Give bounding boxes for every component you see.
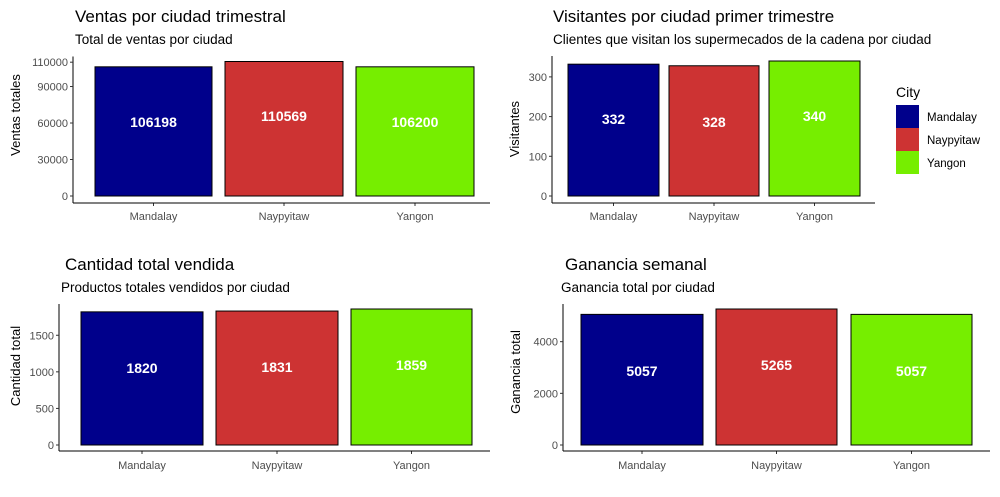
y-tick-label: 90000 <box>37 82 68 94</box>
y-tick-label: 1500 <box>30 330 54 342</box>
y-axis-label: Ventas totales <box>8 74 23 156</box>
data-label: 1859 <box>396 357 427 373</box>
bar-mandalay <box>94 66 213 197</box>
bar-yangon <box>350 308 473 446</box>
data-label: 106200 <box>392 114 439 130</box>
y-tick-label: 0 <box>48 440 54 452</box>
bar-mandalay <box>80 311 204 446</box>
x-tick-label: Yangon <box>396 211 433 223</box>
chart-title: Ganancia semanal <box>565 255 707 274</box>
data-label: 106198 <box>130 114 177 130</box>
legend: City Mandalay Naypyitaw Yangon <box>896 84 981 174</box>
x-tick-label: Mandalay <box>618 460 666 472</box>
chart-title: Visitantes por ciudad primer trimestre <box>553 7 834 26</box>
bar-naypyitaw <box>224 61 344 197</box>
y-tick-label: 200 <box>529 112 547 124</box>
chart-panel-2: Visitantes por ciudad primer trimestre Cl… <box>507 7 931 223</box>
chart-title: Ventas por ciudad trimestral <box>75 7 286 26</box>
y-tick-label: 60000 <box>37 118 68 130</box>
chart-panel-3: Cantidad total vendida Productos totales … <box>8 255 490 472</box>
y-tick-label: 30000 <box>37 155 68 167</box>
bar-naypyitaw <box>715 308 838 446</box>
y-tick-label: 100 <box>529 151 547 163</box>
x-tick-label: Mandalay <box>130 211 178 223</box>
y-tick-label: 500 <box>36 403 54 415</box>
bar-mandalay <box>580 313 704 446</box>
legend-swatch-mandalay <box>896 105 919 128</box>
bar-yangon <box>355 66 475 197</box>
chart-panel-4: Ganancia semanal Ganancia total por ciuda… <box>508 255 990 472</box>
y-tick-label: 0 <box>552 440 558 452</box>
chart-subtitle: Productos totales vendidos por ciudad <box>61 280 290 295</box>
legend-item-label: Yangon <box>927 158 966 170</box>
legend-title: City <box>896 84 920 100</box>
bar-mandalay <box>567 63 660 197</box>
y-tick-label: 0 <box>541 191 547 203</box>
data-label: 5265 <box>761 357 792 373</box>
x-tick-label: Naypyitaw <box>252 460 303 472</box>
x-tick-label: Mandalay <box>590 211 638 223</box>
bar-naypyitaw <box>215 310 339 446</box>
legend-item-label: Naypyitaw <box>927 135 981 147</box>
chart-subtitle: Clientes que visitan los supermecados de… <box>553 32 931 47</box>
chart-panel-1: Ventas por ciudad trimestral Total de ven… <box>8 7 490 223</box>
legend-swatch-yangon <box>896 151 919 174</box>
data-label: 340 <box>803 108 827 124</box>
x-tick-label: Mandalay <box>118 460 166 472</box>
chart-subtitle: Ganancia total por ciudad <box>561 280 715 295</box>
bar-yangon <box>768 60 861 197</box>
data-label: 1831 <box>261 359 292 375</box>
chart-title: Cantidad total vendida <box>65 255 235 274</box>
x-tick-label: Yangon <box>893 460 930 472</box>
bar-naypyitaw <box>668 65 760 197</box>
legend-swatch-naypyitaw <box>896 128 919 151</box>
data-label: 1820 <box>126 360 157 376</box>
y-tick-label: 1000 <box>30 367 54 379</box>
y-tick-label: 2000 <box>534 388 558 400</box>
data-label: 5057 <box>626 363 657 379</box>
x-tick-label: Yangon <box>393 460 430 472</box>
y-tick-label: 0 <box>62 191 68 203</box>
y-tick-label: 4000 <box>534 337 558 349</box>
chart-subtitle: Total de ventas por ciudad <box>75 32 233 47</box>
x-tick-label: Naypyitaw <box>259 211 310 223</box>
data-label: 5057 <box>896 363 927 379</box>
data-label: 332 <box>602 111 626 127</box>
x-tick-label: Naypyitaw <box>689 211 740 223</box>
data-label: 110569 <box>261 108 307 124</box>
data-label: 328 <box>702 114 726 130</box>
y-axis-label: Visitantes <box>507 100 522 157</box>
y-tick-label: 300 <box>529 72 547 84</box>
x-tick-label: Naypyitaw <box>751 460 802 472</box>
legend-item-label: Mandalay <box>927 112 977 124</box>
y-tick-label: 110000 <box>32 57 68 69</box>
x-tick-label: Yangon <box>796 211 833 223</box>
y-axis-label: Ganancia total <box>508 330 523 414</box>
y-axis-label: Cantidad total <box>8 326 23 406</box>
bar-yangon <box>850 313 973 446</box>
